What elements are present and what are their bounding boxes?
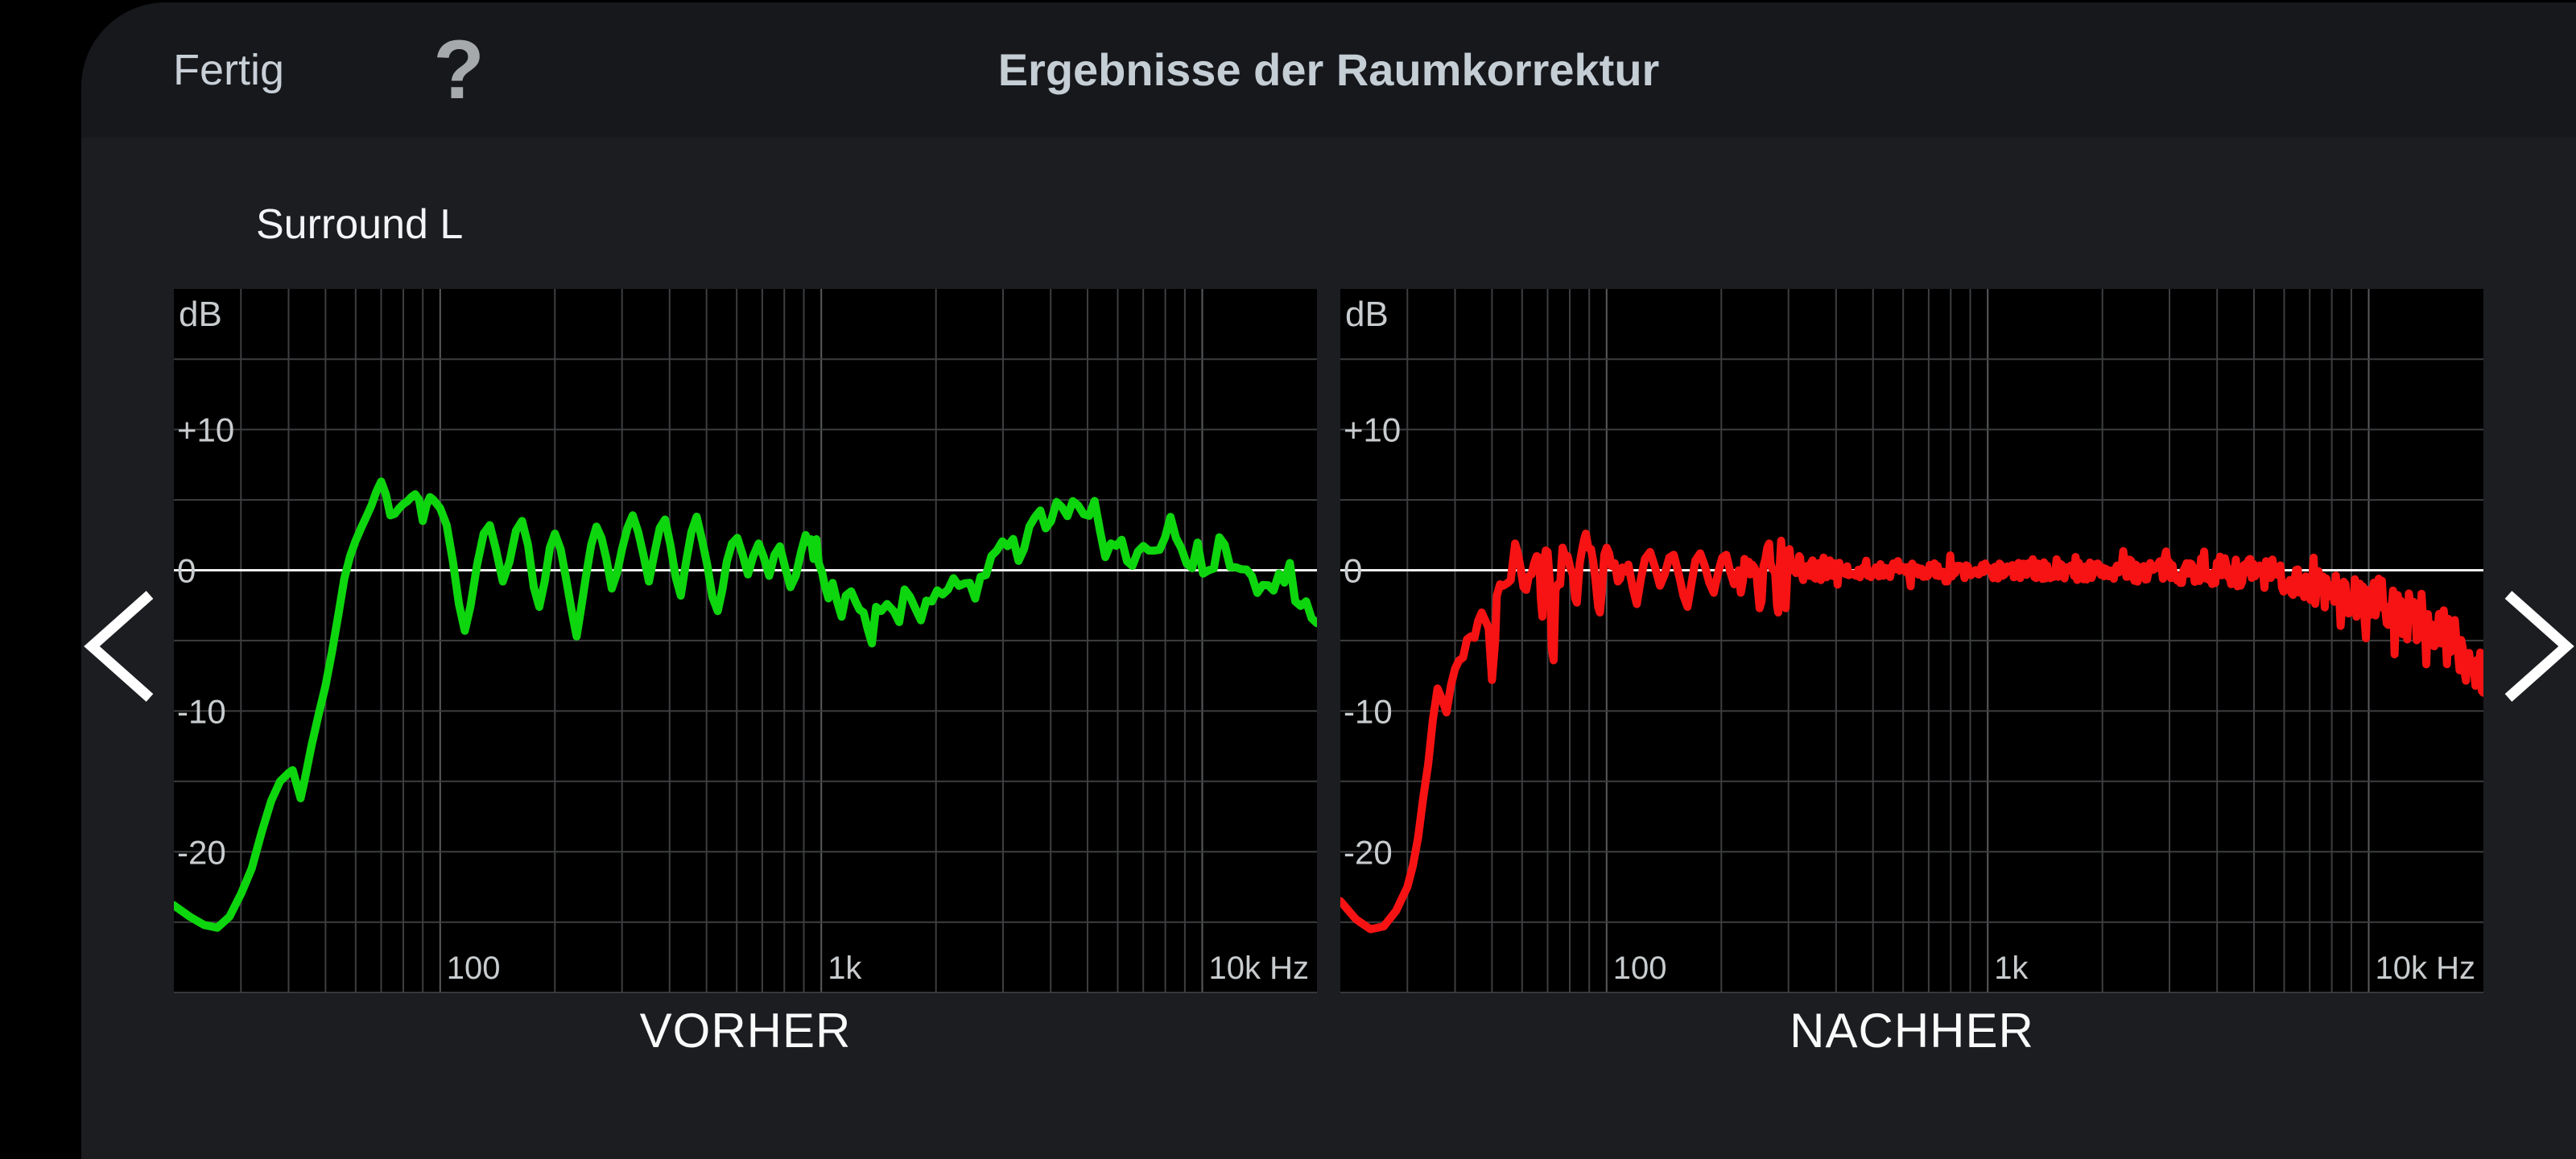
svg-text:10k Hz: 10k Hz	[1209, 951, 1310, 986]
svg-text:-10: -10	[1344, 692, 1393, 730]
svg-text:-20: -20	[1344, 833, 1393, 871]
svg-text:1k: 1k	[828, 951, 862, 986]
help-button[interactable]: ?	[407, 2, 511, 138]
chevron-right-icon	[2504, 591, 2574, 702]
svg-text:-20: -20	[177, 833, 226, 871]
frequency-response-chart-after: dB +10 0 -10 -20 100 1k 10k Hz	[1336, 289, 2487, 994]
svg-text:100: 100	[447, 951, 501, 986]
chart-before-panel: dB +10 0 -10 -20 100 1k 10k Hz	[170, 289, 1321, 994]
question-mark-icon: ?	[433, 23, 485, 117]
caption-after: NACHHER	[1790, 1004, 2034, 1058]
svg-text:-10: -10	[177, 692, 226, 730]
svg-text:+10: +10	[1344, 411, 1401, 449]
chart-after-panel: dB +10 0 -10 -20 100 1k 10k Hz	[1336, 289, 2487, 994]
svg-text:1k: 1k	[1994, 951, 2029, 986]
svg-text:100: 100	[1613, 951, 1667, 986]
frequency-response-chart-before: dB +10 0 -10 -20 100 1k 10k Hz	[170, 289, 1321, 994]
svg-text:0: 0	[177, 552, 196, 590]
caption-before: VORHER	[639, 1004, 852, 1058]
prev-chart-button[interactable]	[82, 588, 158, 704]
done-button[interactable]: Fertig	[173, 2, 284, 138]
channel-label: Surround L	[256, 201, 464, 248]
svg-text:+10: +10	[177, 411, 234, 449]
chevron-left-icon	[84, 591, 154, 702]
top-bar: Fertig ? Ergebnisse der Raumkorrektur	[81, 2, 2576, 138]
svg-text:dB: dB	[179, 295, 222, 334]
svg-text:0: 0	[1344, 552, 1362, 590]
page-title: Ergebnisse der Raumkorrektur	[997, 44, 1660, 95]
svg-text:dB: dB	[1345, 295, 1389, 334]
next-chart-button[interactable]	[2500, 588, 2576, 704]
svg-text:10k Hz: 10k Hz	[2376, 951, 2476, 986]
